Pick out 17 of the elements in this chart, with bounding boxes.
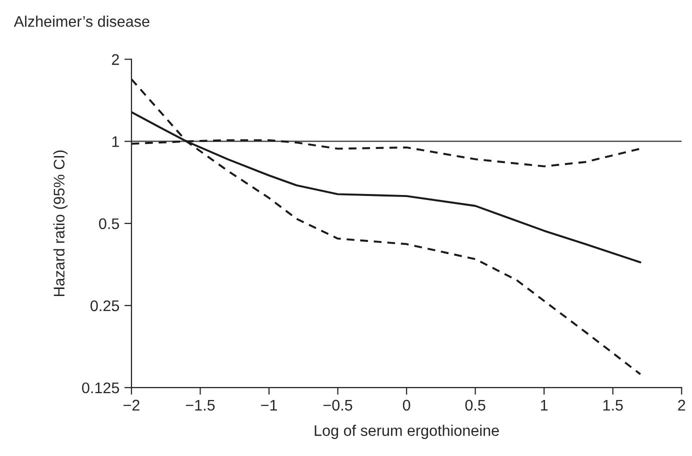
chart-title: Alzheimer’s disease [14,16,150,27]
x-tick-label: 1 [541,400,548,410]
x-tick-label: −2 [124,400,140,410]
y-tick-label: 1 [112,136,119,147]
x-tick-label: −0.5 [323,400,352,411]
x-tick-label: −1.5 [186,400,215,411]
x-axis-title: Log of serum ergothioneine [314,424,499,439]
y-tick-label: 0.25 [90,300,120,312]
y-tick-label: 0.125 [82,382,120,394]
x-tick-label: 0.5 [465,400,486,411]
x-tick-label: 0 [402,400,410,411]
y-tick-label: 2 [112,54,119,65]
x-tick-label: 1.5 [603,400,623,411]
y-tick-label: 0.5 [99,218,120,230]
x-tick-label: 2 [678,400,686,410]
x-tick-label: −1 [261,400,277,410]
y-axis-title: Hazard ratio (95% CI) [53,150,68,296]
